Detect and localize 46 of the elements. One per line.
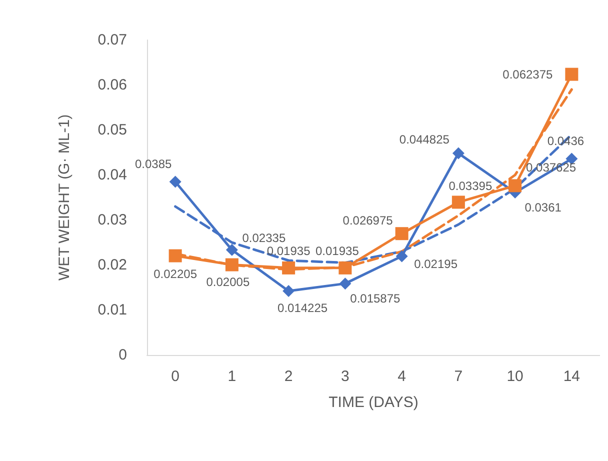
x-tick-label: 10 xyxy=(506,368,524,385)
point xyxy=(395,227,408,240)
point xyxy=(226,244,238,256)
data-label: 0.03395 xyxy=(448,179,492,194)
y-tick-label: 0.02 xyxy=(98,256,127,274)
point xyxy=(282,284,295,297)
point xyxy=(169,176,182,188)
x-tick-label: 1 xyxy=(228,368,236,385)
data-label: 0.015875 xyxy=(350,292,401,306)
x-tick-label: 14 xyxy=(563,368,580,385)
x-tick-label: 2 xyxy=(284,368,293,385)
x-tick-label: 7 xyxy=(454,368,463,385)
data-label: 0.044825 xyxy=(399,132,450,146)
data-label: 0.026975 xyxy=(342,214,394,228)
point xyxy=(508,179,522,192)
y-tick-label: 0.05 xyxy=(98,122,127,138)
data-label: 0.01935 xyxy=(266,244,311,258)
point xyxy=(338,261,352,274)
data-label: 0.0385 xyxy=(134,156,172,171)
y-tick-label: 0.03 xyxy=(98,212,127,228)
point xyxy=(282,261,296,274)
point xyxy=(168,249,182,262)
y-axis-title: WET WEIGHT (G· ML-1) xyxy=(56,114,73,281)
x-tick-label: 3 xyxy=(341,368,350,385)
point xyxy=(452,147,464,160)
x-tick-label: 0 xyxy=(171,368,180,385)
data-label: 0.0361 xyxy=(524,200,562,215)
data-label: 0.02195 xyxy=(414,257,458,272)
x-tick-label: 4 xyxy=(398,368,406,385)
data-label: 0.02335 xyxy=(242,230,286,245)
y-tick-label: 0.04 xyxy=(98,166,127,184)
data-label: 0.02005 xyxy=(206,274,250,289)
data-label: 0.01935 xyxy=(315,244,360,258)
point xyxy=(452,196,465,209)
data-label: 0.02205 xyxy=(154,266,198,281)
point xyxy=(396,250,408,262)
x-axis-title: TIME (DAYS) xyxy=(328,394,418,411)
point xyxy=(565,68,578,81)
point xyxy=(225,258,238,272)
y-tick-label: 0.01 xyxy=(98,302,127,318)
y-tick-label: 0.06 xyxy=(98,76,127,94)
point xyxy=(339,278,352,290)
data-label: 0.062375 xyxy=(502,67,554,82)
data-label: 0.014225 xyxy=(278,300,328,315)
y-tick-label: 0.07 xyxy=(98,32,127,48)
y-tick-label: 0 xyxy=(118,346,127,364)
